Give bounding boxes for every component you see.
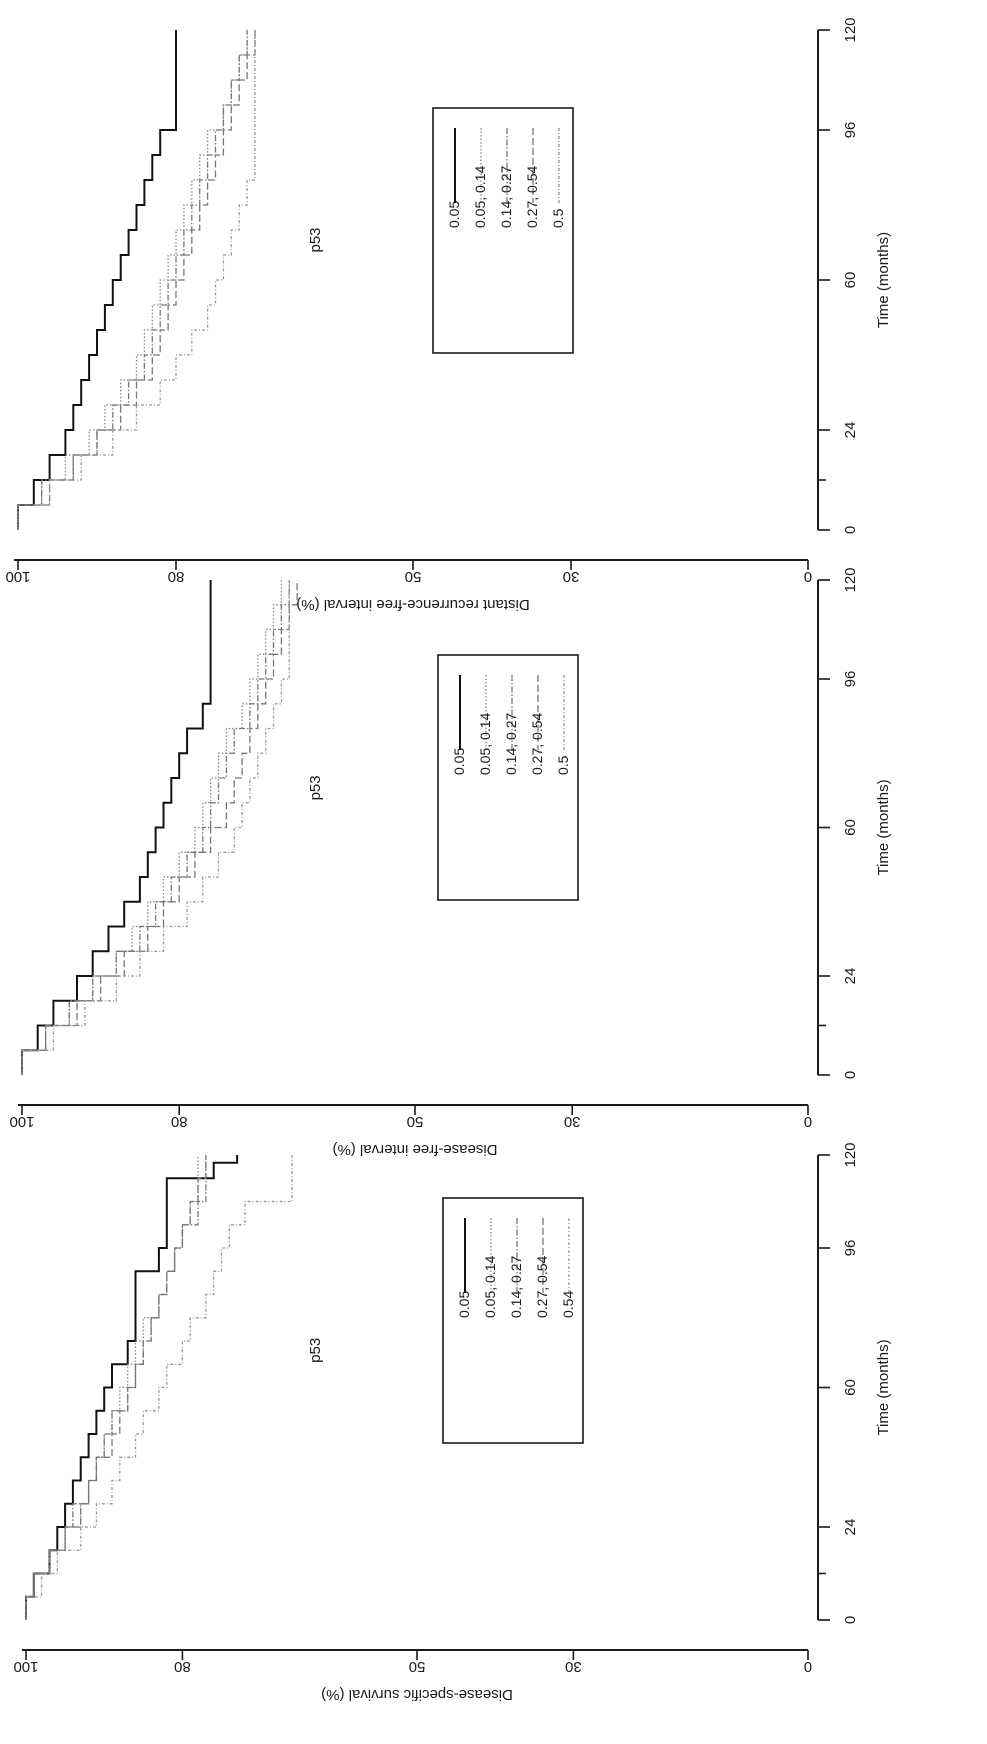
chart-panel-left: 0 30 50 80 100 Disease-specific survival (%) 0… bbox=[13, 1142, 892, 1703]
legend-label: 0.14, 0.27 bbox=[503, 713, 519, 775]
time-tick-label: 60 bbox=[842, 819, 859, 836]
panel-annotation: p53 bbox=[307, 1338, 324, 1363]
percent-tick-label: 50 bbox=[409, 1658, 426, 1675]
percent-axis-title: Distant recurrence-free interval (%) bbox=[296, 596, 529, 613]
legend-label: 0.27, 0.54 bbox=[524, 166, 540, 228]
time-tick-label: 96 bbox=[842, 122, 859, 139]
time-tick-label: 24 bbox=[842, 968, 859, 985]
time-tick-label: 0 bbox=[842, 1071, 859, 1079]
percent-tick-label: 100 bbox=[5, 568, 30, 585]
legend-label: 0.14, 0.27 bbox=[508, 1256, 524, 1318]
survival-curve bbox=[25, 1155, 239, 1620]
legend-label: 0.54 bbox=[560, 1291, 576, 1318]
time-tick-label: 96 bbox=[842, 1240, 859, 1257]
survival-curve bbox=[25, 1155, 293, 1620]
time-tick-label: 24 bbox=[842, 422, 859, 439]
panel-annotation: p53 bbox=[307, 775, 324, 800]
time-axis-title: Time (months) bbox=[875, 779, 892, 875]
chart-panel-right: 0 30 50 80 100 Distant recurrence-free interv… bbox=[5, 17, 892, 613]
percent-axis-title: Disease-specific survival (%) bbox=[321, 1686, 513, 1703]
legend-box bbox=[432, 107, 574, 354]
legend-label: 0.05, 0.14 bbox=[482, 1256, 498, 1318]
percent-tick-label: 0 bbox=[804, 1113, 812, 1130]
legend-label: 0.05 bbox=[456, 1291, 472, 1318]
chart-panel-middle: 0 30 50 80 100 Disease-free interval (%) 0 24 60… bbox=[9, 567, 892, 1158]
time-tick-label: 60 bbox=[842, 272, 859, 289]
percent-tick-label: 80 bbox=[168, 568, 185, 585]
legend-label: 0.05, 0.14 bbox=[472, 166, 488, 228]
legend-label: 0.27, 0.54 bbox=[534, 1256, 550, 1318]
legend-label: 0.14, 0.27 bbox=[498, 166, 514, 228]
time-tick-label: 24 bbox=[842, 1519, 859, 1536]
percent-tick-label: 100 bbox=[9, 1113, 34, 1130]
survival-curve bbox=[21, 580, 212, 1075]
legend-label: 0.05, 0.14 bbox=[477, 713, 493, 775]
legend-box bbox=[442, 1197, 584, 1444]
legend: 0.05 0.05, 0.14 0.14, 0.27 0.27, 0.54 0.5 bbox=[432, 107, 574, 354]
percent-tick-label: 80 bbox=[174, 1658, 191, 1675]
percent-tick-label: 50 bbox=[405, 568, 422, 585]
time-tick-label: 120 bbox=[842, 567, 859, 592]
time-tick-label: 0 bbox=[842, 526, 859, 534]
percent-tick-label: 30 bbox=[565, 1658, 582, 1675]
legend-label: 0.5 bbox=[550, 208, 566, 228]
percent-tick-label: 100 bbox=[13, 1658, 38, 1675]
survival-curve bbox=[17, 30, 248, 530]
legend-label: 0.05 bbox=[446, 201, 462, 228]
time-tick-label: 120 bbox=[842, 1142, 859, 1167]
percent-tick-label: 50 bbox=[407, 1113, 424, 1130]
survival-curve bbox=[21, 580, 283, 1075]
time-tick-label: 120 bbox=[842, 17, 859, 42]
percent-tick-label: 30 bbox=[564, 1113, 581, 1130]
legend-label: 0.27, 0.54 bbox=[529, 713, 545, 775]
legend-label: 0.5 bbox=[555, 755, 571, 775]
survival-curve bbox=[21, 580, 290, 1075]
panel-annotation: p53 bbox=[307, 227, 324, 252]
time-tick-label: 96 bbox=[842, 671, 859, 688]
percent-tick-label: 30 bbox=[563, 568, 580, 585]
time-tick-label: 0 bbox=[842, 1616, 859, 1624]
percent-axis-title: Disease-free interval (%) bbox=[332, 1141, 497, 1158]
survival-curve bbox=[25, 1155, 207, 1620]
legend: 0.05 0.05, 0.14 0.14, 0.27 0.27, 0.54 0.54 bbox=[442, 1197, 584, 1444]
survival-curve bbox=[21, 580, 298, 1075]
survival-curve bbox=[17, 30, 177, 530]
time-tick-label: 60 bbox=[842, 1379, 859, 1396]
survival-curve bbox=[17, 30, 256, 530]
percent-tick-label: 0 bbox=[804, 1658, 812, 1675]
percent-tick-label: 80 bbox=[171, 1113, 188, 1130]
legend-label: 0.05 bbox=[451, 748, 467, 775]
time-axis-title: Time (months) bbox=[875, 1339, 892, 1435]
percent-tick-label: 0 bbox=[804, 568, 812, 585]
survival-curve bbox=[21, 580, 290, 1075]
time-axis-title: Time (months) bbox=[875, 232, 892, 328]
legend: 0.05 0.05, 0.14 0.14, 0.27 0.27, 0.54 0.5 bbox=[437, 654, 579, 901]
legend-box bbox=[437, 654, 579, 901]
